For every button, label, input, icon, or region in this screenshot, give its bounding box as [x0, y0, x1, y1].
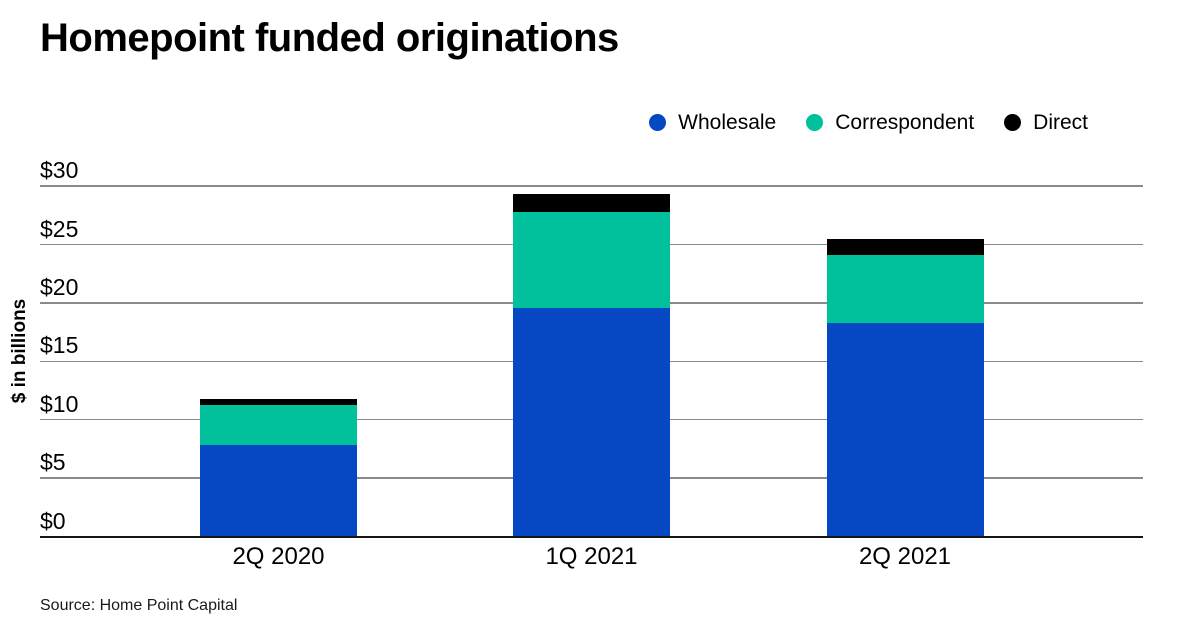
ytick-label--25: $25: [40, 215, 79, 242]
bar-segment-correspondent-1q-2021: [513, 211, 670, 308]
legend-item-wholesale: Wholesale: [649, 112, 776, 133]
bar-segment-direct-2q-2020: [200, 399, 357, 405]
x-axis-line: [40, 535, 1143, 538]
direct-dot-icon: [1004, 114, 1022, 131]
legend: Wholesale Correspondent Direct: [649, 112, 1088, 133]
ytick-label--15: $15: [40, 332, 79, 359]
ytick-label--20: $20: [40, 273, 79, 300]
x-tick-label-2q-2021: 2Q 2021: [858, 543, 952, 570]
legend-label-correspondent: Correspondent: [835, 111, 975, 134]
bar-segment-wholesale-2q-2020: [200, 445, 357, 537]
x-tick-label-2q-2020: 2Q 2020: [232, 543, 325, 570]
ytick-label--30: $30: [40, 157, 79, 184]
bar-segment-wholesale-1q-2021: [513, 307, 670, 537]
ytick-label--10: $10: [40, 390, 79, 417]
ytick-label--0: $0: [40, 507, 66, 534]
legend-item-correspondent: Correspondent: [806, 112, 974, 133]
wholesale-dot-icon: [649, 114, 667, 131]
legend-label-wholesale: Wholesale: [678, 111, 777, 134]
bar-segment-direct-1q-2021: [513, 194, 670, 212]
chart-title: Homepoint funded originations: [40, 16, 619, 60]
bar-segment-correspondent-2q-2021: [826, 255, 984, 323]
gridline--30: [40, 185, 1143, 187]
legend-label-direct: Direct: [1033, 111, 1088, 134]
legend-item-direct: Direct: [1004, 112, 1088, 133]
bar-segment-wholesale-2q-2021: [826, 322, 984, 537]
bar-segment-correspondent-2q-2020: [200, 404, 357, 446]
ytick-label--5: $5: [40, 449, 66, 476]
correspondent-dot-icon: [806, 114, 824, 131]
x-tick-label-1q-2021: 1Q 2021: [545, 543, 638, 570]
source-note: Source: Home Point Capital: [40, 597, 238, 614]
bar-segment-direct-2q-2021: [826, 238, 984, 255]
